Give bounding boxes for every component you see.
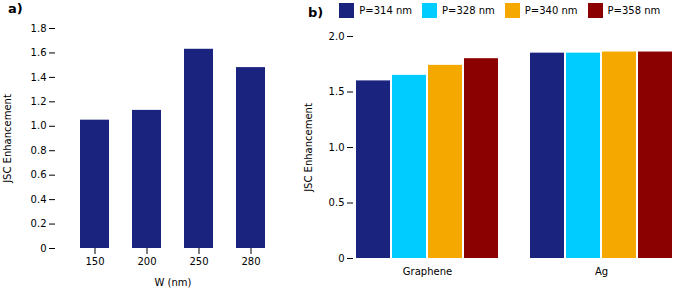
svg-text:0.5: 0.5 — [329, 197, 345, 208]
svg-text:250: 250 — [189, 256, 208, 267]
svg-text:JSC Enhancement: JSC Enhancement — [2, 94, 13, 184]
html-text:a): a) — [8, 1, 23, 16]
svg-text:0: 0 — [40, 243, 46, 254]
svg-text:0: 0 — [338, 253, 344, 264]
svg-text:1.0: 1.0 — [329, 142, 345, 153]
html-text:P=358 nm: P=358 nm — [607, 5, 661, 16]
svg-text:1.2: 1.2 — [31, 96, 47, 107]
svg-text:0.6: 0.6 — [31, 169, 47, 180]
html-text:P=340 nm: P=340 nm — [524, 5, 578, 16]
html-text:b): b) — [308, 5, 324, 20]
svg-text:1.5: 1.5 — [329, 86, 345, 97]
html-text:P=314 nm: P=314 nm — [359, 5, 412, 16]
svg-text:1.8: 1.8 — [31, 23, 47, 34]
svg-text:1.6: 1.6 — [31, 47, 47, 58]
svg-text:1.4: 1.4 — [31, 72, 47, 83]
svg-text:1.0: 1.0 — [31, 120, 47, 131]
svg-text:200: 200 — [137, 256, 156, 267]
svg-text:280: 280 — [241, 256, 260, 267]
html-text:P=328 nm: P=328 nm — [442, 5, 495, 16]
svg-text:W (nm): W (nm) — [155, 277, 192, 288]
svg-text:150: 150 — [85, 256, 104, 267]
svg-text:Graphene: Graphene — [403, 266, 452, 277]
svg-text:Ag: Ag — [595, 266, 608, 277]
svg-text:0.8: 0.8 — [31, 145, 47, 156]
svg-text:2.0: 2.0 — [329, 31, 345, 42]
svg-text:JSC Enhancement: JSC Enhancement — [303, 103, 314, 193]
svg-text:0.4: 0.4 — [31, 194, 47, 205]
svg-text:0.2: 0.2 — [31, 218, 47, 229]
